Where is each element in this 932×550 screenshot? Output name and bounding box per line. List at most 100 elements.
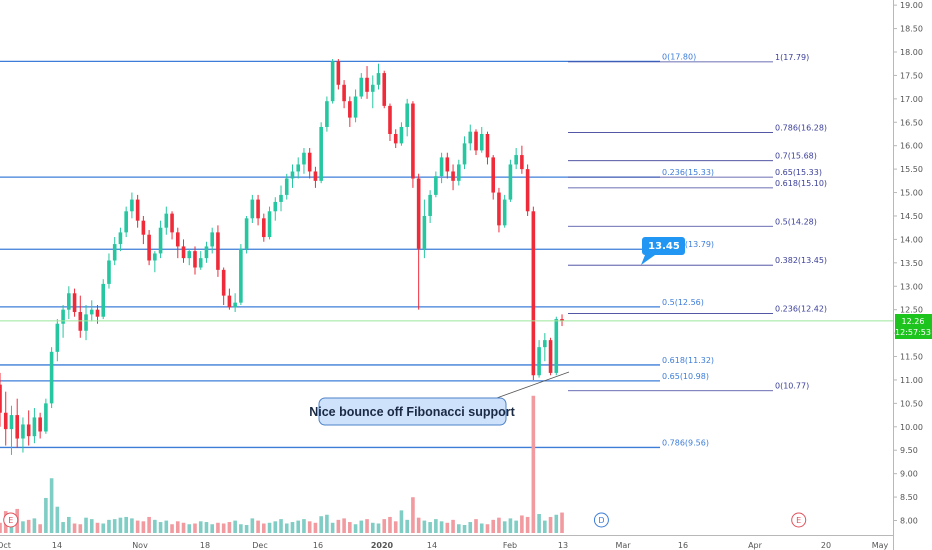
candle-body: [204, 246, 209, 259]
y-tick-label: 11.00: [900, 376, 923, 385]
volume-bar: [491, 519, 496, 533]
candle-body: [175, 232, 180, 247]
y-tick-label: 18.00: [900, 48, 923, 57]
volume-bar: [302, 519, 306, 533]
volume-bar: [405, 519, 409, 533]
volume-bar: [95, 522, 100, 533]
volume-bar: [32, 518, 37, 533]
y-tick-label: 13.00: [900, 282, 923, 291]
volume-bar: [376, 523, 381, 533]
volume-bar: [216, 522, 220, 533]
volume-bar: [434, 519, 438, 533]
candle-body: [491, 157, 496, 193]
x-tick-label: 18: [200, 541, 210, 550]
dividend-marker: D: [593, 512, 609, 528]
volume-bar: [365, 519, 369, 533]
volume-bar: [307, 521, 312, 533]
volume-bar: [520, 515, 524, 533]
candle-body: [55, 323, 60, 352]
candle-body: [508, 164, 513, 200]
volume-bar: [0, 522, 2, 533]
candle-body: [325, 101, 329, 127]
candle-body: [95, 309, 100, 317]
volume-bar: [112, 519, 117, 533]
candle-body: [221, 269, 226, 296]
candle-body: [147, 234, 151, 261]
y-tick-label: 18.50: [900, 25, 923, 34]
y-tick-label: 9.00: [900, 470, 918, 479]
y-axis-ticks: 8.008.509.009.5010.0010.5011.0011.5012.0…: [893, 1, 923, 526]
volume-bar: [284, 523, 289, 533]
volume-bar: [181, 522, 186, 533]
candle-body: [560, 319, 564, 321]
candle-body: [382, 73, 387, 106]
volume-bar: [170, 524, 174, 533]
candle-body: [198, 258, 203, 268]
volume-bar: [525, 516, 530, 533]
volume-bar: [325, 514, 329, 533]
candle-body: [520, 155, 524, 170]
dividend-marker-label: D: [598, 516, 604, 525]
volume-bar: [72, 523, 77, 533]
candle-body: [130, 199, 134, 212]
candlesticks: [0, 59, 564, 455]
candle-body: [250, 199, 255, 219]
candle-body: [267, 211, 272, 238]
volume-bar: [175, 521, 180, 533]
volume-bar: [537, 514, 541, 533]
candle-body: [273, 201, 278, 212]
volume-bar: [204, 522, 209, 533]
y-tick-label: 15.50: [900, 165, 923, 174]
volume-bar: [382, 519, 387, 533]
x-tick-label: 14: [427, 541, 437, 550]
volume-bar: [256, 520, 260, 533]
volume-bar: [267, 522, 272, 533]
volume-bar: [411, 497, 415, 533]
candle-body: [548, 340, 553, 373]
annotation-box[interactable]: [318, 397, 507, 426]
candle-body: [497, 192, 501, 226]
callout-value: 13.45: [648, 241, 680, 252]
y-tick-label: 15.00: [900, 189, 923, 198]
y-tick-label: 10.00: [900, 423, 923, 432]
volume-bar: [554, 514, 559, 533]
volume-bar: [531, 395, 536, 533]
candle-body: [416, 178, 421, 249]
x-tick-label: Feb: [503, 541, 517, 550]
candle-body: [422, 215, 427, 249]
volume-bar: [319, 516, 323, 533]
fib-short-label: 0(10.77): [775, 382, 809, 391]
volume-bar: [135, 520, 140, 533]
candle-body: [554, 319, 559, 373]
volume-bar: [439, 521, 444, 533]
price-callout[interactable]: 13.45: [641, 237, 685, 265]
countdown-label: 12:57:53: [895, 328, 931, 337]
volume-bar: [388, 516, 392, 533]
candle-body: [462, 143, 467, 165]
event-markers[interactable]: EDEE: [3, 512, 932, 528]
volume-bar: [147, 516, 151, 533]
fib-wide-label: 0.382(13.79): [662, 240, 714, 249]
candle-body: [376, 73, 381, 85]
volume-bar: [141, 521, 146, 533]
candle-body: [3, 412, 8, 430]
candle-body: [284, 178, 289, 195]
candle-body: [336, 61, 341, 85]
candle-body: [72, 293, 77, 313]
volume-bars: [0, 395, 564, 533]
volume-bar: [457, 524, 461, 533]
volume-bar: [89, 519, 94, 533]
fib-retracement-short[interactable]: 1(17.79) 0.786(16.28) 0.7(15.68) 0.65(15.33…: [568, 53, 827, 392]
candle-body: [434, 176, 438, 195]
candle-body: [244, 218, 249, 249]
support-annotation[interactable]: Nice bounce off Fibonacci support: [309, 371, 570, 426]
candle-body: [101, 283, 106, 317]
candle-body: [44, 403, 48, 432]
candle-body: [388, 105, 392, 134]
candle-body: [468, 131, 473, 144]
volume-bar: [84, 517, 88, 533]
candle-body: [193, 251, 197, 268]
volume-bar: [198, 521, 203, 533]
